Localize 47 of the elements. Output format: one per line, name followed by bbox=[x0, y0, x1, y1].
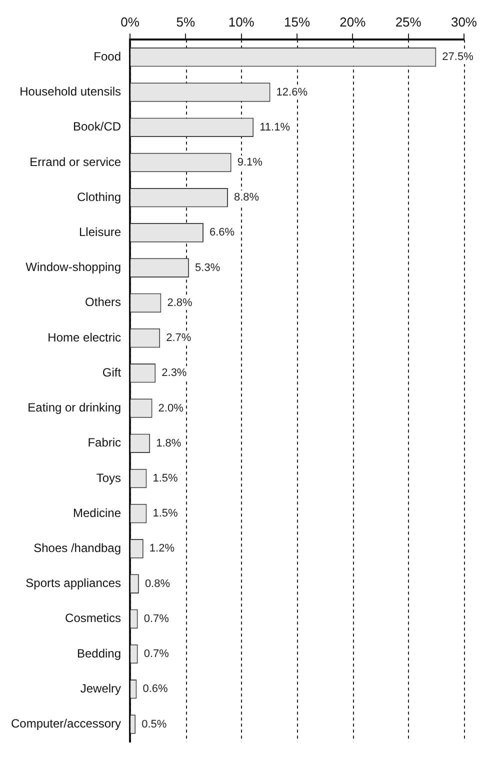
x-tick-label: 0% bbox=[120, 14, 140, 30]
y-tick-label: Household utensils bbox=[20, 84, 122, 99]
y-tick-label: Jewelry bbox=[80, 681, 122, 696]
y-tick-label: Fabric bbox=[88, 436, 122, 450]
y-tick-label: Book/CD bbox=[73, 120, 122, 134]
data-label: 1.2% bbox=[149, 542, 175, 555]
data-label: 0.6% bbox=[142, 683, 168, 696]
y-tick-label: Medicine bbox=[73, 506, 122, 520]
y-tick-label: Gift bbox=[102, 365, 122, 380]
y-tick-label: Window-shopping bbox=[26, 260, 122, 274]
data-label: 1.8% bbox=[156, 437, 182, 450]
y-tick-label: Sports appliances bbox=[26, 576, 122, 590]
data-label: 5.3% bbox=[195, 262, 220, 274]
data-label: 0.7% bbox=[144, 648, 170, 660]
x-tick-label: 10% bbox=[228, 14, 255, 30]
data-label: 2.3% bbox=[162, 367, 187, 380]
y-tick-label: Toys bbox=[96, 470, 122, 485]
data-label: 12.6% bbox=[276, 86, 308, 98]
data-label: 0.7% bbox=[144, 612, 170, 625]
y-tick-label: Cosmetics bbox=[65, 611, 122, 626]
data-label: 0.5% bbox=[142, 718, 167, 730]
data-label: 2.8% bbox=[167, 296, 192, 309]
data-label: 0.8% bbox=[144, 578, 170, 590]
y-tick-label: Lleisure bbox=[79, 225, 122, 240]
y-tick-label: Computer/accessory bbox=[10, 716, 122, 731]
data-label: 8.8% bbox=[234, 192, 260, 204]
y-tick-label: Shoes /handbag bbox=[34, 541, 122, 556]
data-label: 6.6% bbox=[210, 226, 235, 239]
data-label: 11.1% bbox=[260, 121, 290, 134]
x-tick-label: 20% bbox=[340, 14, 366, 30]
y-tick-label: Home electric bbox=[48, 330, 122, 344]
x-tick-label: 30% bbox=[450, 14, 478, 30]
x-tick-label: 15% bbox=[284, 14, 310, 30]
y-tick-label: Clothing bbox=[77, 190, 122, 204]
y-tick-label: Food bbox=[94, 49, 122, 64]
y-tick-label: Bedding bbox=[76, 646, 122, 660]
data-label: 1.5% bbox=[152, 472, 178, 485]
data-label: 1.5% bbox=[152, 508, 178, 520]
data-label: 2.7% bbox=[166, 332, 192, 344]
data-label: 2.0% bbox=[158, 402, 184, 414]
y-tick-label: Eating or drinking bbox=[28, 400, 122, 415]
y-tick-label: Others bbox=[85, 295, 122, 310]
x-tick-label: 5% bbox=[176, 14, 196, 30]
y-tick-label: Errand or service bbox=[30, 154, 122, 169]
data-label: 9.1% bbox=[237, 156, 263, 169]
data-label: 27.5% bbox=[442, 51, 474, 64]
x-tick-label: 25% bbox=[395, 14, 422, 30]
